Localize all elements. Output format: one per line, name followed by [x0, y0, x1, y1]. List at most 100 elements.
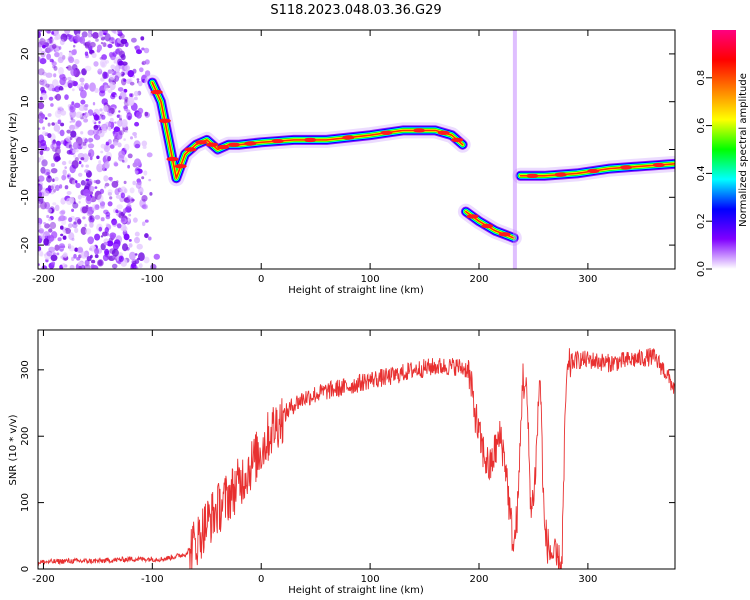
snr-panel: -200 -100 0 100 200 300 0 100 200 300 Height of … — [8, 329, 676, 596]
noise-dot — [54, 52, 60, 58]
noise-dot — [109, 232, 117, 239]
noise-dot — [52, 65, 56, 69]
noise-dot — [101, 61, 105, 67]
noise-dot — [129, 187, 135, 194]
noise-dot — [40, 113, 46, 119]
trace-descending-peak — [481, 223, 494, 229]
spectrogram-y-label: Frequency (Hz) — [8, 112, 19, 188]
noise-dot — [73, 44, 76, 48]
noise-dot — [69, 264, 75, 269]
noise-dot — [138, 263, 143, 269]
noise-dot — [68, 34, 75, 42]
snr-y-label: SNR (10 * v/v) — [8, 414, 19, 485]
noise-dot — [123, 61, 126, 64]
noise-dot — [133, 217, 138, 223]
noise-dot — [48, 218, 52, 222]
noise-dot — [115, 194, 121, 199]
noise-dot — [113, 30, 117, 34]
noise-dot — [78, 104, 86, 112]
noise-dot — [87, 143, 95, 149]
noise-dot — [67, 79, 74, 89]
noise-dot — [52, 178, 55, 182]
noise-dot — [94, 134, 101, 141]
noise-dot — [111, 220, 118, 227]
noise-dot — [98, 226, 103, 232]
noise-dot — [120, 189, 123, 192]
noise-dot — [95, 179, 101, 185]
noise-dot — [59, 129, 65, 137]
noise-dot — [60, 122, 65, 127]
noise-dot — [84, 51, 89, 56]
noise-dot — [107, 255, 112, 260]
noise-dot — [48, 228, 53, 233]
noise-dot — [142, 221, 146, 227]
noise-dot — [43, 231, 50, 237]
noise-dot — [44, 223, 51, 229]
noise-dot — [40, 78, 43, 81]
noise-dot — [109, 81, 116, 91]
y-tick-label: 300 — [20, 360, 31, 379]
trace-late-peak — [620, 165, 632, 170]
noise-dot — [132, 132, 138, 136]
noise-dot — [55, 33, 61, 40]
noise-dot — [93, 127, 99, 136]
noise-dot — [101, 111, 105, 116]
noise-dot — [55, 184, 60, 191]
x-tick-label: 300 — [578, 574, 597, 585]
noise-dot — [135, 170, 139, 174]
noise-dot — [121, 217, 125, 222]
noise-dot — [89, 247, 93, 251]
noise-dot — [80, 251, 88, 259]
noise-dot — [48, 36, 54, 44]
noise-dot — [82, 216, 86, 220]
noise-dot — [102, 42, 107, 48]
noise-dot — [61, 161, 67, 166]
noise-dot — [109, 74, 116, 80]
noise-dot — [117, 30, 122, 34]
noise-dot — [75, 182, 81, 189]
noise-dot — [141, 47, 145, 51]
noise-dot — [38, 228, 45, 234]
noise-dot — [57, 109, 61, 115]
noise-dot — [111, 180, 119, 188]
noise-dot — [72, 202, 79, 209]
noise-dot — [85, 164, 89, 168]
noise-dot — [55, 147, 61, 155]
noise-dot — [67, 76, 72, 81]
noise-dot — [77, 84, 82, 89]
noise-dot — [144, 59, 150, 65]
noise-dot — [64, 166, 67, 170]
noise-dot — [41, 131, 47, 136]
noise-dot — [46, 214, 50, 219]
noise-dot — [59, 77, 66, 86]
noise-dot — [91, 259, 96, 264]
y-tick-label: 200 — [20, 427, 31, 446]
noise-dot — [38, 68, 45, 76]
noise-dot — [120, 192, 126, 199]
noise-dot — [106, 240, 114, 247]
noise-dot — [97, 194, 104, 203]
noise-dot — [148, 236, 152, 241]
trace-main-peak — [206, 142, 219, 147]
noise-dot — [107, 89, 113, 94]
noise-dot — [113, 162, 119, 167]
noise-dot — [105, 223, 110, 228]
noise-dot — [47, 122, 51, 127]
noise-dot — [51, 122, 55, 126]
noise-dot — [45, 83, 50, 88]
noise-dot — [128, 243, 133, 248]
noise-dot — [39, 150, 44, 156]
noise-dot — [108, 110, 112, 114]
noise-dot — [101, 114, 106, 120]
noise-dot — [113, 126, 121, 133]
noise-dot — [134, 253, 138, 256]
noise-dot — [100, 204, 105, 209]
noise-dot — [119, 114, 123, 119]
x-tick-label: 0 — [258, 574, 264, 585]
x-tick-label: 100 — [361, 574, 380, 585]
noise-dot — [44, 117, 48, 120]
noise-dot — [139, 67, 144, 73]
noise-dot — [136, 243, 143, 250]
noise-dot — [118, 65, 122, 70]
noise-dot — [118, 110, 121, 113]
